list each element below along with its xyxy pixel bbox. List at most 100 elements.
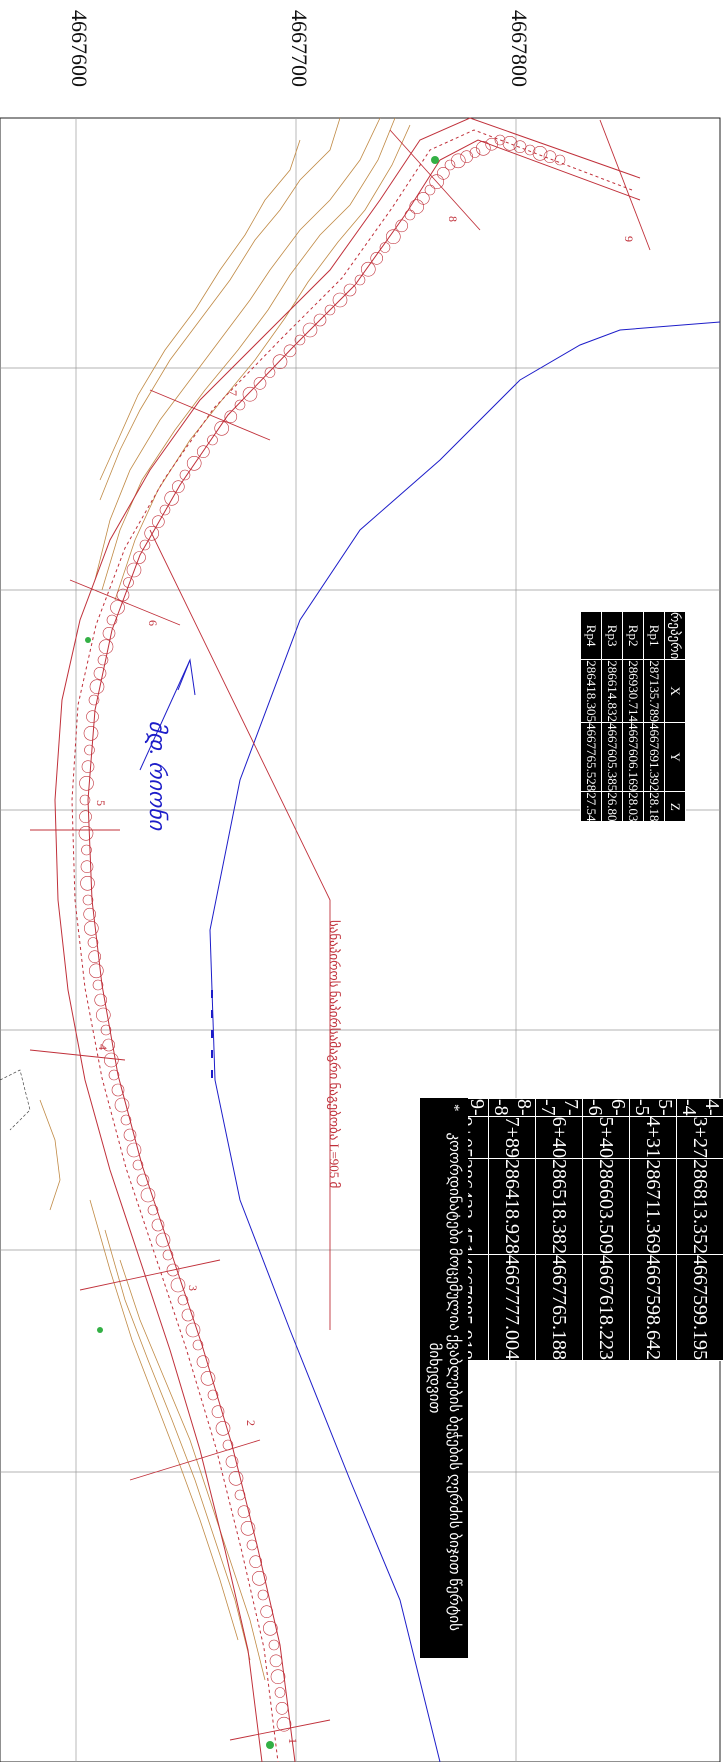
gabion-mark bbox=[133, 551, 146, 564]
gabion-mark bbox=[379, 242, 391, 253]
gabion-mark bbox=[83, 725, 99, 741]
gabion-mark bbox=[106, 614, 118, 626]
gabion-mark bbox=[275, 1702, 289, 1715]
gabion-mark bbox=[196, 1355, 210, 1368]
benchmark-cell: Rp1 bbox=[643, 611, 665, 660]
gabion-mark bbox=[532, 146, 548, 161]
section-cell: 4667598.642 bbox=[629, 1254, 677, 1361]
gabion-mark bbox=[79, 810, 92, 824]
gabion-mark bbox=[513, 140, 527, 153]
benchmark-row: Rp3 286614.832 4667605.385 26.80 bbox=[601, 611, 623, 822]
gabion-mark bbox=[185, 1322, 201, 1338]
gabion-mark bbox=[270, 1669, 286, 1684]
gabion-mark bbox=[262, 1621, 278, 1636]
gabion-mark bbox=[111, 1083, 125, 1097]
section-row: 5--5 4+31 286711.369 4667598.642 bbox=[629, 1098, 677, 1361]
benchmark-cell: 27.54 bbox=[580, 791, 602, 822]
gabion-mark bbox=[123, 1128, 137, 1142]
gabion-mark bbox=[87, 937, 99, 948]
section-row: 7--7 6+40 286518.382 4667765.188 bbox=[535, 1098, 583, 1361]
river-flow-arrow bbox=[139, 659, 191, 771]
gabion-mark bbox=[186, 455, 202, 471]
gabion-mark bbox=[200, 1371, 216, 1386]
benchmark-row: Rp1 287135.789 4667691.392 28.18 bbox=[643, 611, 665, 822]
gabion-mark bbox=[237, 1505, 251, 1518]
benchmark-header-row: რეპერი X Y Z bbox=[664, 611, 686, 822]
section-cell: 7--7 bbox=[535, 1098, 583, 1117]
gabion-mark bbox=[249, 1555, 262, 1568]
gabion-mark bbox=[302, 322, 318, 338]
benchmark-cell: 26.80 bbox=[601, 791, 623, 822]
gabion-mark bbox=[78, 825, 94, 841]
gabion-mark bbox=[181, 1308, 195, 1322]
gabion-mark bbox=[207, 434, 218, 446]
gabion-mark bbox=[234, 1489, 246, 1501]
dam-label: სანაპიროს ნაპირსამაგრი ნაგებობა L=905 მ bbox=[327, 920, 342, 1189]
gabion-mark bbox=[197, 445, 210, 459]
gabion-mark bbox=[83, 907, 96, 921]
section-cell: 4667599.195 bbox=[676, 1254, 724, 1361]
coordinate-grid bbox=[0, 118, 720, 1762]
grid-label-4667700: 4667700 bbox=[287, 10, 312, 87]
gabion-mark bbox=[86, 710, 99, 724]
gabion-mark bbox=[276, 1716, 292, 1732]
gabion-mark bbox=[251, 1571, 267, 1586]
gabion-mark bbox=[385, 229, 401, 244]
gabion-mark bbox=[102, 1038, 115, 1052]
gabion-mark bbox=[126, 562, 142, 578]
gabion-mark bbox=[164, 490, 179, 506]
river-bank-line bbox=[209, 321, 721, 1762]
gabion-mark bbox=[215, 1421, 231, 1436]
cross-section-lines bbox=[29, 119, 651, 1741]
note-star: * bbox=[446, 1104, 462, 1112]
benchmark-cell: Rp4 bbox=[580, 611, 602, 660]
gabion-mark bbox=[172, 480, 185, 494]
survey-marker bbox=[85, 637, 91, 643]
gabion-mark bbox=[429, 174, 445, 189]
section-cell: 4667777.004 bbox=[488, 1254, 536, 1361]
section-cell: 286711.369 bbox=[629, 1158, 677, 1255]
gabion-mark bbox=[332, 292, 348, 308]
benchmark-cell: Rp3 bbox=[601, 611, 623, 660]
gabion-mark bbox=[264, 367, 276, 378]
gabion-mark bbox=[84, 744, 95, 756]
survey-marker bbox=[431, 156, 439, 164]
section-cell: 286518.382 bbox=[535, 1158, 583, 1255]
benchmark-table-wrapper: რეპერი X Y Z Rp1 287135.789 4667691.392 28.18 Rp… bbox=[580, 611, 686, 823]
gabion-mark bbox=[179, 469, 191, 481]
section-mark-6: 6 bbox=[146, 620, 160, 626]
benchmark-cell: 28.03 bbox=[622, 791, 644, 822]
gabion-mark bbox=[166, 1263, 180, 1277]
gabion-mark bbox=[94, 993, 107, 1007]
gabion-mark bbox=[409, 199, 425, 214]
benchmark-cell: 28.18 bbox=[643, 791, 665, 822]
gabion-mark bbox=[152, 515, 165, 529]
gabion-mark bbox=[242, 386, 258, 402]
benchmark-cell: 287135.789 bbox=[643, 659, 665, 723]
benchmark-row: Rp4 286418.305 4667765.528 27.54 bbox=[580, 611, 602, 822]
gabion-mark bbox=[228, 1471, 244, 1486]
gabion-mark bbox=[424, 184, 436, 196]
gabion-mark bbox=[494, 134, 506, 146]
gabion-mark bbox=[224, 410, 238, 424]
gabion-mark bbox=[313, 313, 327, 327]
gabion-mark bbox=[81, 844, 92, 856]
gabion-mark bbox=[84, 920, 99, 936]
gabion-mark bbox=[108, 1069, 120, 1081]
gabion-mark bbox=[80, 875, 95, 891]
gabion-mark bbox=[416, 192, 430, 205]
section-mark-3: 3 bbox=[186, 1285, 200, 1291]
gabion-mark bbox=[98, 639, 114, 655]
section-cell: 4667765.188 bbox=[535, 1254, 583, 1361]
gabion-mark bbox=[469, 147, 481, 158]
gabion-mark bbox=[151, 1218, 165, 1232]
gabion-mark bbox=[123, 577, 134, 588]
gabion-mark bbox=[139, 539, 151, 551]
gabion-mark bbox=[93, 666, 107, 680]
gabion-mark bbox=[283, 344, 297, 358]
gabion-mark bbox=[120, 1114, 132, 1126]
gabion-mark bbox=[294, 334, 306, 346]
benchmark-cell: 4667605.385 bbox=[601, 722, 623, 792]
gabion-mark bbox=[240, 1521, 256, 1536]
gabion-mark bbox=[104, 1052, 119, 1068]
